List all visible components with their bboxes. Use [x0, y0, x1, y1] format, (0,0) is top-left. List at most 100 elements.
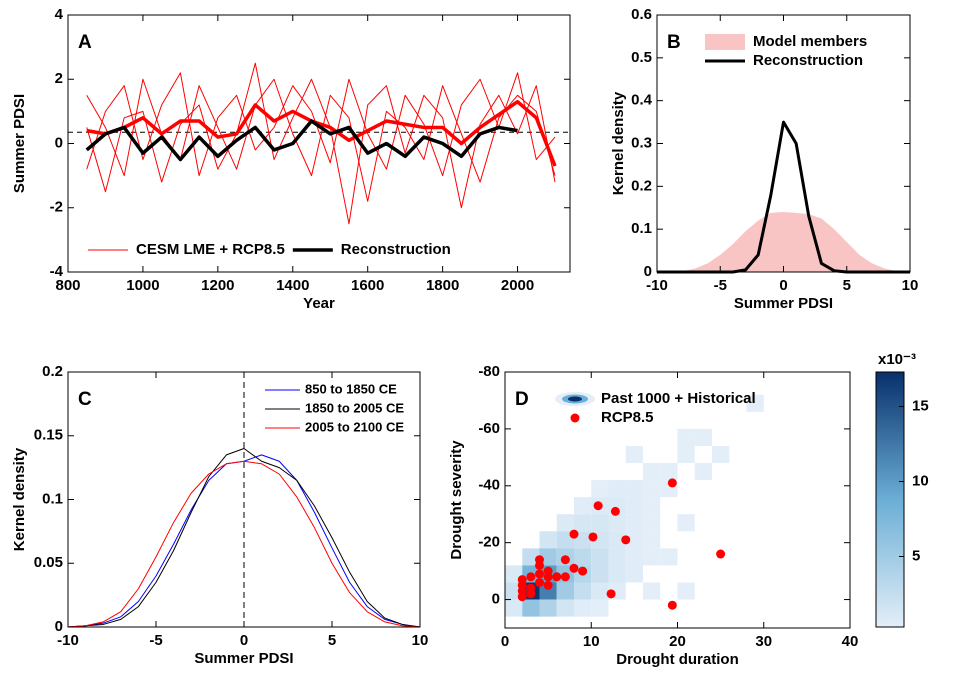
- x-tick-label: -10: [646, 277, 668, 294]
- colorbar-tick-label: 10: [912, 472, 929, 489]
- y-tick-label: 0: [55, 618, 63, 635]
- point: [588, 532, 598, 542]
- density-cell: [677, 428, 695, 446]
- x-tick-label: 1400: [276, 277, 309, 294]
- legend-label: 1850 to 2005 CE: [305, 400, 404, 415]
- x-tick-label: -10: [57, 632, 79, 649]
- y-axis-label: Summer PDSI: [11, 94, 28, 193]
- x-tick-label: 1800: [426, 277, 459, 294]
- density-cell: [574, 599, 592, 617]
- density-cell: [556, 599, 574, 617]
- density-cell: [591, 599, 609, 617]
- point: [543, 566, 553, 576]
- y-tick-label: 0.4: [631, 92, 653, 109]
- legend-swatch: [705, 34, 745, 50]
- density-cell: [591, 548, 609, 566]
- y-tick-label: 0.5: [631, 49, 652, 66]
- colorbar-label: x10⁻³: [878, 351, 916, 368]
- point: [543, 580, 553, 590]
- density-cell: [677, 514, 695, 532]
- density-cell: [505, 582, 523, 600]
- panel-label: D: [515, 389, 529, 410]
- density-cell: [660, 548, 678, 566]
- density-cell: [608, 548, 626, 566]
- density-cell: [608, 514, 626, 532]
- density-cell: [694, 463, 712, 481]
- line: [85, 119, 518, 162]
- density-cell: [556, 531, 574, 549]
- x-tick-label: -5: [149, 632, 162, 649]
- x-tick-label: 2000: [501, 277, 534, 294]
- point: [526, 583, 536, 593]
- point: [621, 535, 631, 545]
- x-tick-label: 30: [755, 633, 772, 650]
- point: [560, 572, 570, 582]
- y-tick-label: -20: [478, 534, 500, 551]
- density-cell: [643, 463, 661, 481]
- point: [535, 577, 544, 587]
- point: [606, 589, 616, 599]
- legend-label: CESM LME + RCP8.5: [136, 241, 285, 258]
- y-tick-label: 2: [55, 70, 63, 87]
- density-cell: [539, 531, 557, 549]
- density-cell: [608, 531, 626, 549]
- y-tick-label: -60: [478, 420, 500, 437]
- y-tick-label: 0: [55, 134, 63, 151]
- density-cell: [522, 548, 540, 566]
- density-cell: [660, 463, 678, 481]
- legend-label: Past 1000 + Historical: [601, 390, 756, 407]
- point: [569, 529, 579, 539]
- line: [67, 448, 421, 628]
- point: [569, 563, 579, 573]
- density-cell: [746, 394, 764, 412]
- legend-label: 850 to 1850 CE: [305, 381, 397, 396]
- x-tick-label: 5: [843, 277, 851, 294]
- y-tick-label: -2: [50, 199, 63, 216]
- area: [657, 212, 910, 272]
- legend-label: Reconstruction: [341, 241, 451, 258]
- y-axis-label: Kernel density: [610, 91, 627, 195]
- x-tick-label: 1200: [201, 277, 234, 294]
- density-cell: [625, 565, 643, 583]
- x-tick-label: 1000: [126, 277, 159, 294]
- density-cell: [505, 565, 523, 583]
- density-cell: [522, 599, 540, 617]
- y-tick-label: 0.1: [631, 220, 652, 237]
- legend-swatch: [570, 413, 580, 423]
- x-tick-label: 800: [55, 277, 80, 294]
- density-cell: [625, 548, 643, 566]
- point: [526, 572, 536, 582]
- line: [86, 72, 556, 177]
- density-cell: [625, 497, 643, 515]
- x-tick-label: 0: [501, 633, 509, 650]
- y-tick-label: -40: [478, 477, 500, 494]
- line: [67, 460, 421, 628]
- density-cell: [712, 445, 730, 464]
- point: [535, 569, 544, 579]
- y-tick-label: 0: [492, 591, 500, 608]
- legend-label: 2005 to 2100 CE: [305, 419, 404, 434]
- x-tick-label: 20: [669, 633, 686, 650]
- density-cell: [625, 531, 643, 549]
- density-cell: [643, 582, 661, 600]
- x-tick-label: 0: [779, 277, 787, 294]
- density-cell: [556, 514, 574, 532]
- y-tick-label: -4: [50, 263, 64, 280]
- x-axis-label: Summer PDSI: [734, 295, 833, 312]
- density-cell: [591, 565, 609, 583]
- point: [560, 555, 570, 565]
- density-cell: [625, 480, 643, 498]
- density-cell: [608, 480, 626, 498]
- point: [610, 506, 620, 516]
- point: [667, 478, 677, 488]
- line: [86, 62, 556, 225]
- legend-label: RCP8.5: [601, 409, 654, 426]
- line: [86, 99, 557, 167]
- density-cell: [643, 514, 661, 532]
- density-cell: [608, 565, 626, 583]
- panel-label: A: [78, 32, 92, 53]
- y-tick-label: 0: [644, 263, 652, 280]
- y-tick-label: 4: [55, 6, 64, 23]
- point: [593, 501, 603, 511]
